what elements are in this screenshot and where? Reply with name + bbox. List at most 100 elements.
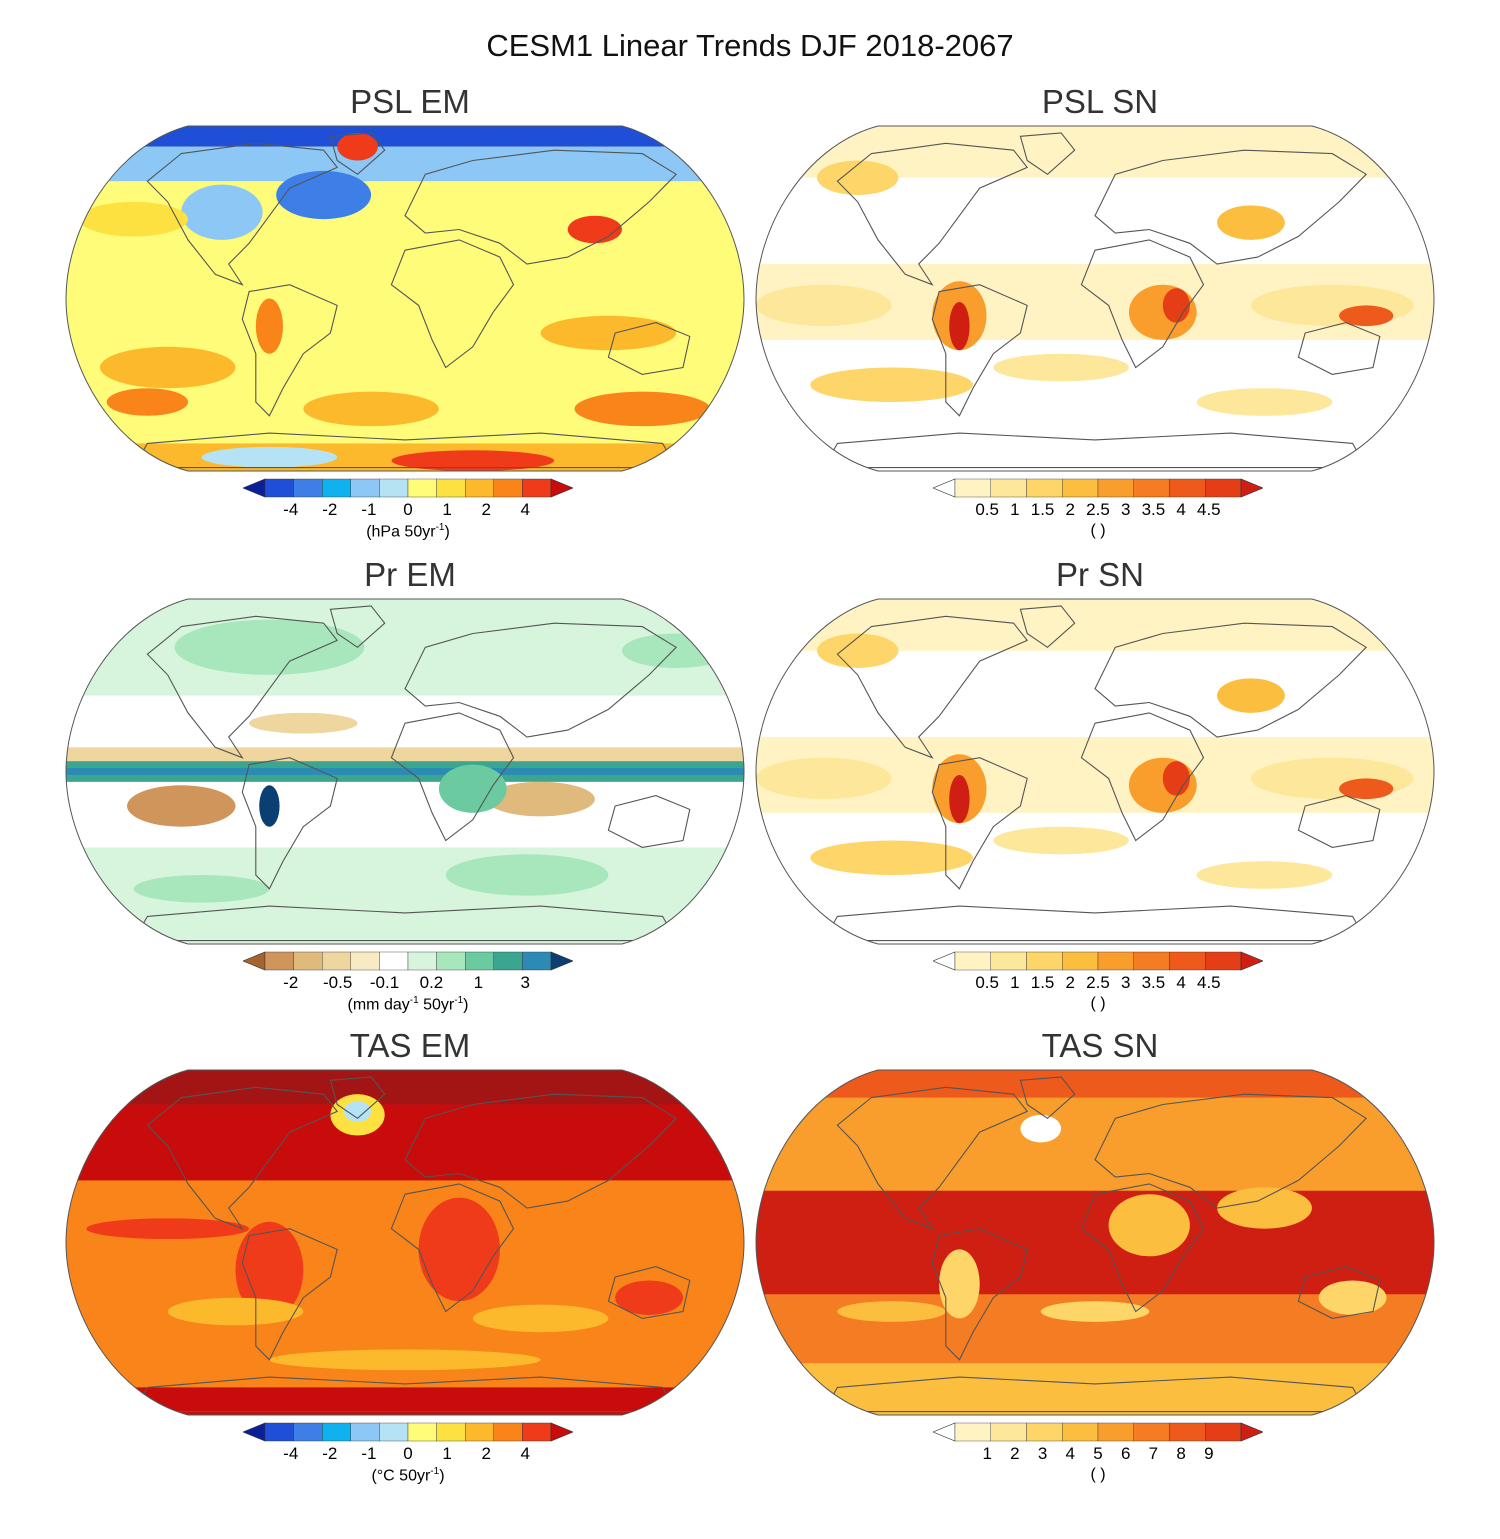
coastline [146,142,339,286]
colorbar-swatch [436,1422,466,1442]
colorbar-swatch [293,1422,323,1442]
colorbar-tick-label: 3 [520,973,530,992]
colorbar-tick-label: 5 [1093,1444,1103,1463]
colorbar-swatch [407,951,437,971]
colorbar-tick-label: 4.5 [1196,973,1221,992]
field-blob [1108,1194,1190,1257]
colorbar-tick-label: -0.5 [322,973,353,992]
colorbar-swatch [522,951,552,971]
colorbar: 1 2 3 4 5 6 7 8 9 ( ) [932,1422,1264,1492]
panel-title: Pr SN [1055,556,1144,593]
coastline [241,757,338,890]
colorbar-swatch [436,951,466,971]
colorbar-swatch [954,478,991,498]
world-map [65,598,745,945]
colorbar-tick-label: 0 [403,1444,413,1463]
colorbar-tick-label: 1 [442,500,452,519]
coastline [836,1086,1029,1230]
colorbar-units: (mm day-1 50yr-1) [347,995,469,1014]
colorbar-swatch [379,951,409,971]
coastline [1080,239,1205,369]
colorbar-swatch [350,1422,380,1442]
field-blob [343,1101,372,1122]
world-map [755,1069,1435,1416]
colorbar-tick-label: 0.5 [975,500,999,519]
colorbar-swatch [1097,1422,1134,1442]
coastline [390,239,515,369]
panel-title: Pr EM [364,556,456,593]
field-blob [1196,388,1333,416]
field-blob [337,132,378,161]
coastline [1080,712,1205,842]
field-blob [438,764,507,813]
field-blob [810,367,973,402]
field-blob [255,298,283,354]
world-map [65,125,745,472]
colorbar-tick-label: 1.5 [1030,973,1055,992]
colorbar-units: ( ) [1090,1466,1106,1483]
colorbar-swatch [954,951,991,971]
panel-title: TAS SN [1041,1027,1159,1064]
colorbar-end-left [242,1422,266,1442]
colorbar-end-left [932,951,956,971]
colorbar-swatch [464,1422,494,1442]
coastline [822,432,1368,469]
colorbar-swatch [379,1422,409,1442]
colorbar-tick-label: 0 [403,500,413,519]
coastline [329,605,386,648]
field-blob [1020,1114,1062,1143]
figure-title: CESM1 Linear Trends DJF 2018-2067 [486,28,1014,63]
field-blob [949,301,970,351]
colorbar-swatch [321,1422,351,1442]
colorbar-tick-label: 2 [1065,500,1076,519]
colorbar-swatch [264,1422,294,1442]
colorbar-swatches [242,951,574,971]
colorbar-end-right [550,1422,574,1442]
field-blob [1339,778,1394,800]
colorbar-swatch [522,478,552,498]
colorbar-tick-label: 4 [520,500,530,519]
field-band [66,1070,744,1105]
colorbar-tick-label: 8 [1176,1444,1186,1463]
field-blob [106,388,189,416]
field-band [756,1070,1434,1098]
field-blob [567,215,622,244]
colorbar-swatch [1026,951,1063,971]
coastline [822,905,1368,942]
colorbar-swatch [1062,951,1099,971]
panel-title: PSL EM [350,83,470,120]
coastline [931,1228,1028,1361]
colorbar-tick-label: 0.2 [419,973,444,992]
colorbar-tick-label: -2 [322,1444,338,1463]
field-blob [303,391,439,427]
world-map [755,598,1435,945]
colorbar-ticks: -4 -2 -1 0 1 2 4 [243,1444,573,1464]
colorbar-swatch [990,478,1027,498]
field-blob [99,346,236,389]
colorbar-tick-label: -2 [283,973,299,992]
colorbar: -4 -2 -1 0 1 2 4 (hPa 50yr-1) [242,478,574,548]
map-panel-psl-em: PSL EM -4 -2 -1 0 1 2 4 (hPa 50yr-1) [65,83,755,595]
field-band [66,146,744,182]
coastline [1094,149,1368,265]
colorbar-tick-label: 7 [1148,1444,1159,1463]
field-blob [574,391,711,427]
colorbar-tick-label: -4 [283,500,299,519]
colorbar-end-left [932,478,956,498]
colorbar-swatch [1205,478,1242,498]
colorbar-swatch [1133,478,1170,498]
coastline [1094,1093,1368,1209]
coastline [132,1376,678,1413]
colorbar-tick-label: 3 [1120,973,1131,992]
colorbar-tick-label: -4 [283,1444,299,1463]
coastline [822,1376,1368,1413]
colorbar-tick-label: 1 [1010,973,1020,992]
colorbar-swatch [990,1422,1027,1442]
map-panel-tas-sn: TAS SN 1 2 3 4 5 6 7 8 9 ( ) [755,1027,1445,1539]
colorbar-tick-label: -0.1 [369,973,400,992]
colorbar-units: (hPa 50yr-1) [366,522,450,541]
colorbar-swatch [1097,478,1134,498]
colorbar-tick-label: 4 [1176,500,1186,519]
colorbar-tick-label: -1 [361,500,377,519]
